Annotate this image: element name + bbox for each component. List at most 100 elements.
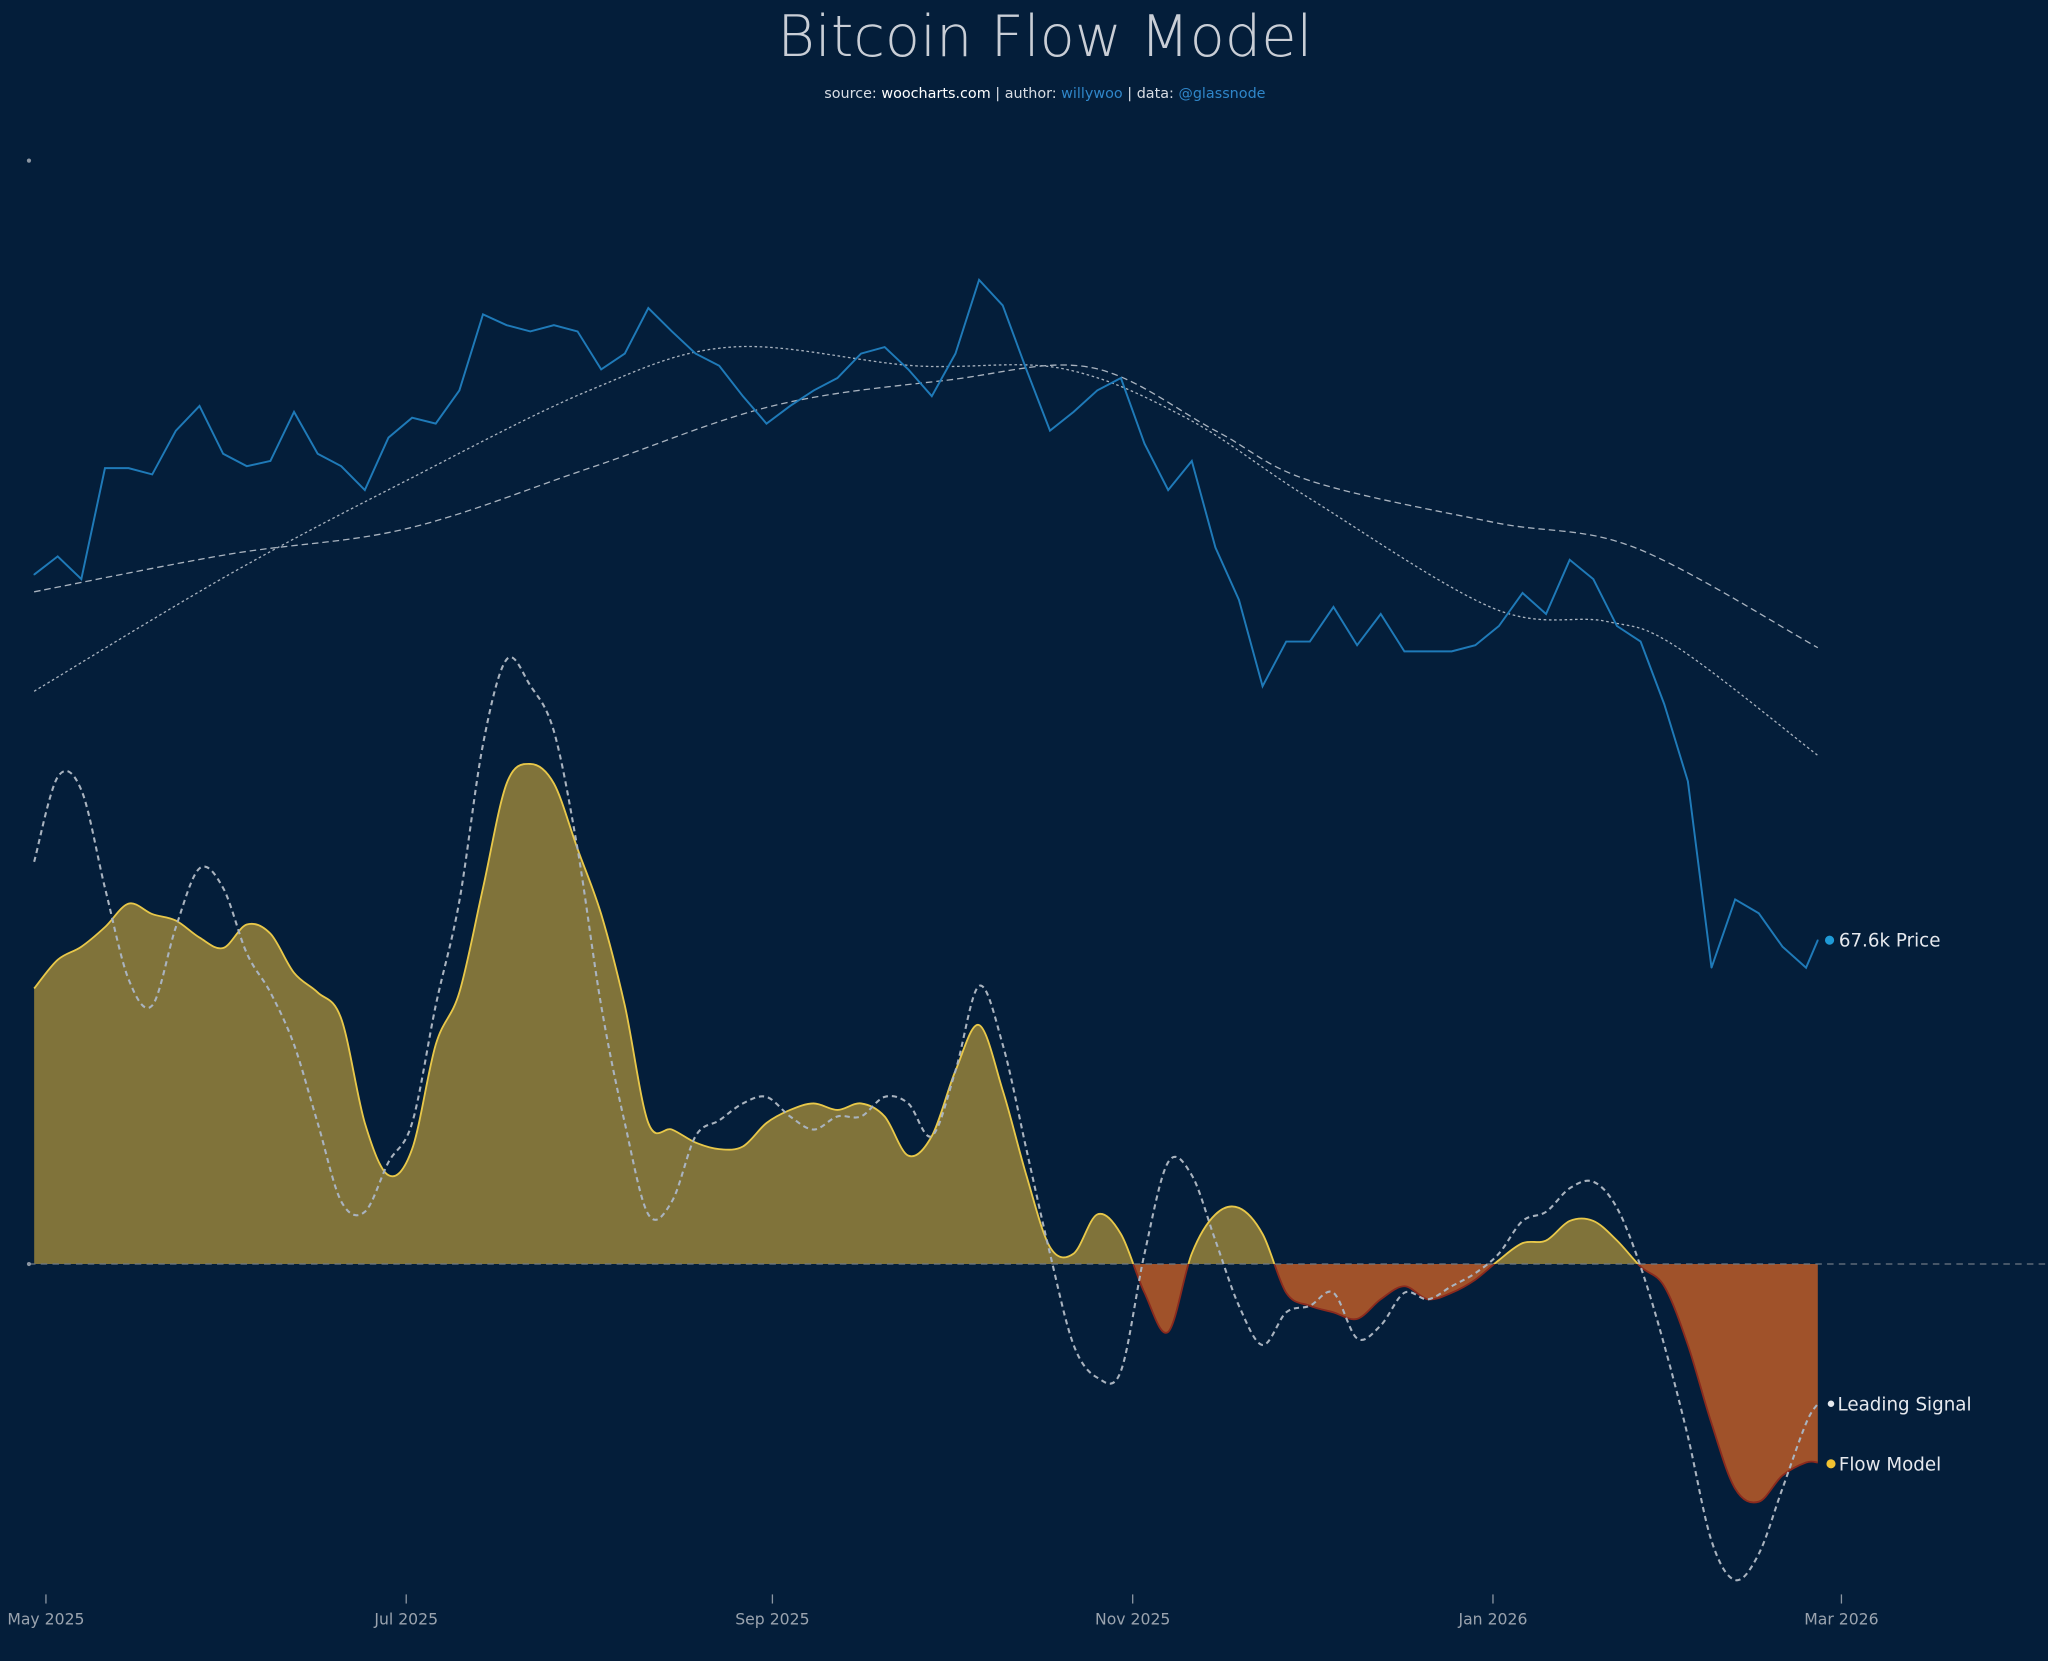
flow-model-positive-area	[34, 763, 1818, 1265]
price-point	[647, 307, 650, 309]
x-axis: May 2025 Jul 2025 Sep 2025 Nov 2025 Jan 2026…	[7, 1594, 1879, 1628]
price-point	[1214, 546, 1217, 549]
leading-signal-legend-dot	[1827, 1400, 1835, 1408]
price-point	[316, 452, 319, 455]
price-point	[1332, 606, 1335, 608]
price-point	[1001, 304, 1004, 307]
price-point	[80, 578, 83, 580]
price-point	[978, 279, 980, 281]
source-label: source:	[824, 86, 877, 102]
price-point	[529, 330, 532, 333]
price-point	[694, 352, 697, 355]
price-point	[1805, 966, 1807, 969]
flow-model-legend-dot	[1826, 1459, 1836, 1469]
chart-subtitle: source: woocharts.com | author: willywoo…	[824, 86, 1265, 102]
price-point	[198, 405, 201, 407]
price-point	[1817, 939, 1819, 941]
price-point	[411, 416, 413, 419]
price-point	[434, 422, 437, 425]
x-tick-label: Jan 2026	[1457, 1609, 1527, 1628]
data-link[interactable]: @glassnode	[1178, 86, 1265, 102]
x-tick-label: Sep 2025	[735, 1609, 809, 1628]
price-point	[245, 465, 248, 467]
price-point	[812, 389, 815, 392]
price-point	[56, 555, 59, 558]
price-point	[1498, 625, 1500, 627]
price-point	[954, 352, 957, 355]
price-point	[860, 352, 862, 355]
price-point	[1238, 599, 1240, 601]
price-point	[1261, 685, 1264, 687]
price-point	[33, 573, 35, 576]
x-tick-label: May 2025	[7, 1609, 84, 1628]
leading-signal-legend-label: Leading Signal	[1838, 1394, 1972, 1415]
price-point	[1568, 559, 1571, 561]
price-point	[1191, 460, 1193, 462]
price-point	[1356, 644, 1358, 646]
price-point	[1521, 592, 1524, 594]
price-point	[104, 467, 106, 469]
x-tick-label: Mar 2026	[1804, 1609, 1878, 1628]
price-point	[1143, 442, 1146, 445]
price-point	[269, 460, 272, 462]
price-point	[340, 465, 342, 467]
price-point	[1120, 377, 1122, 379]
price-point	[718, 364, 721, 367]
price-point	[1758, 912, 1760, 915]
price-point	[576, 330, 579, 333]
price-end-dot	[1824, 935, 1835, 945]
price-point	[1450, 650, 1453, 653]
price-point	[553, 324, 555, 326]
moving-average-line-2	[34, 364, 1819, 649]
price-point	[907, 368, 910, 371]
price-point	[1167, 489, 1169, 491]
price-point	[931, 395, 933, 397]
price-point	[883, 346, 886, 348]
price-point	[1379, 613, 1382, 615]
lines-layer	[33, 277, 1819, 1582]
price-point	[1096, 389, 1099, 392]
price-point	[836, 377, 839, 379]
price-point	[151, 473, 154, 476]
x-tick-label: Nov 2025	[1095, 1609, 1170, 1628]
chart-title: Bitcoin Flow Model	[777, 3, 1312, 70]
price-point	[1403, 650, 1406, 653]
x-tick-label: Jul 2025	[373, 1609, 438, 1628]
zero-marker-dot	[26, 1261, 32, 1267]
price-point	[1710, 966, 1713, 969]
leading-signal-line	[33, 656, 1819, 1582]
price-point	[1474, 644, 1477, 646]
price-point	[127, 467, 130, 469]
author-link[interactable]: willywoo	[1061, 86, 1123, 102]
price-point	[1309, 640, 1311, 643]
price-point	[765, 422, 768, 425]
top-marker-dot	[26, 158, 32, 163]
price-point	[458, 389, 461, 392]
price-point	[1285, 640, 1287, 643]
price-point	[789, 405, 791, 407]
price-point	[1616, 625, 1618, 627]
price-point	[671, 330, 673, 333]
price-point	[387, 436, 390, 439]
author-label: | author:	[995, 86, 1056, 102]
price-end-label: 67.6k Price	[1839, 931, 1941, 952]
price-point	[1639, 640, 1642, 643]
price-point	[505, 324, 508, 326]
price-point	[600, 368, 602, 371]
price-point	[364, 489, 366, 491]
price-point	[482, 313, 484, 316]
price-point	[1734, 898, 1736, 901]
price-point	[1072, 411, 1075, 413]
price-point	[1663, 703, 1666, 705]
flow-model-layer	[33, 762, 1818, 1504]
price-point	[1545, 613, 1547, 615]
price-point	[175, 429, 177, 432]
price-point	[1592, 578, 1595, 580]
price-point	[293, 411, 295, 413]
price-point	[1025, 368, 1028, 371]
price-point	[1049, 429, 1051, 432]
data-label: | data:	[1127, 86, 1174, 102]
flow-model-legend-label: Flow Model	[1839, 1454, 1941, 1475]
source-link[interactable]: woocharts.com	[881, 86, 990, 102]
